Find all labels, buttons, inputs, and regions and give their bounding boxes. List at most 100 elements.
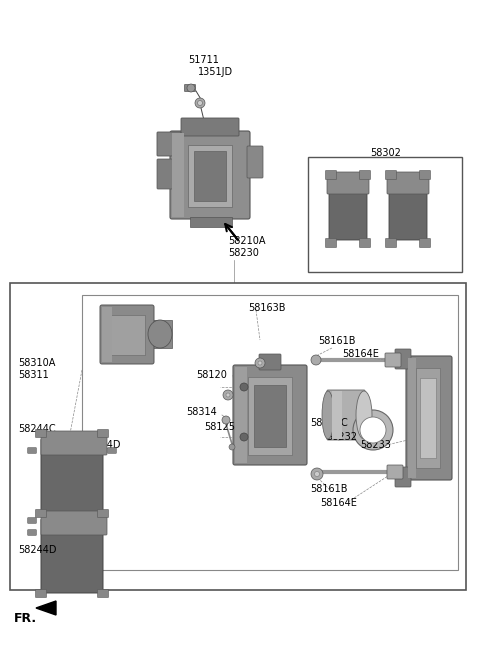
Circle shape xyxy=(187,84,195,92)
Text: 58311: 58311 xyxy=(18,370,49,380)
FancyBboxPatch shape xyxy=(385,238,396,248)
FancyBboxPatch shape xyxy=(360,171,371,179)
Bar xyxy=(235,367,247,463)
Circle shape xyxy=(360,417,386,443)
Polygon shape xyxy=(36,601,56,615)
Bar xyxy=(194,151,226,201)
FancyBboxPatch shape xyxy=(247,146,263,178)
Text: 58120: 58120 xyxy=(196,370,227,380)
Circle shape xyxy=(195,98,205,108)
Text: 58161B: 58161B xyxy=(318,336,356,346)
Text: 58230: 58230 xyxy=(228,248,259,258)
FancyBboxPatch shape xyxy=(170,131,250,219)
FancyBboxPatch shape xyxy=(395,467,411,487)
Circle shape xyxy=(240,433,248,441)
Circle shape xyxy=(255,358,265,368)
Bar xyxy=(10,283,466,590)
FancyBboxPatch shape xyxy=(385,171,396,179)
FancyBboxPatch shape xyxy=(28,530,36,535)
FancyBboxPatch shape xyxy=(385,353,401,367)
FancyBboxPatch shape xyxy=(329,178,367,240)
Text: 58244D: 58244D xyxy=(82,440,120,450)
FancyBboxPatch shape xyxy=(327,390,365,440)
FancyBboxPatch shape xyxy=(259,354,281,370)
Bar xyxy=(254,385,286,447)
FancyBboxPatch shape xyxy=(41,439,103,513)
Bar xyxy=(172,133,184,217)
Bar xyxy=(102,307,112,362)
Bar xyxy=(420,378,436,458)
Circle shape xyxy=(223,390,233,400)
Text: FR.: FR. xyxy=(14,612,37,625)
Text: 58232: 58232 xyxy=(326,432,357,442)
Bar xyxy=(110,315,145,355)
Text: 58310A: 58310A xyxy=(18,358,55,368)
Circle shape xyxy=(197,101,203,106)
Text: 58244D: 58244D xyxy=(18,545,57,555)
FancyBboxPatch shape xyxy=(389,178,427,240)
Text: 58244C: 58244C xyxy=(18,424,56,434)
Ellipse shape xyxy=(356,391,372,439)
Circle shape xyxy=(311,468,323,480)
Text: 58233: 58233 xyxy=(360,440,391,450)
Bar xyxy=(188,145,232,207)
Circle shape xyxy=(311,355,321,365)
FancyBboxPatch shape xyxy=(325,171,336,179)
Bar xyxy=(416,368,440,468)
FancyBboxPatch shape xyxy=(387,465,403,479)
Text: 58302: 58302 xyxy=(370,148,401,158)
FancyBboxPatch shape xyxy=(36,509,47,518)
FancyBboxPatch shape xyxy=(360,238,371,248)
Bar xyxy=(332,391,342,439)
Bar xyxy=(148,320,172,348)
Bar xyxy=(190,217,232,227)
Text: 58164E: 58164E xyxy=(320,498,357,508)
FancyBboxPatch shape xyxy=(97,430,108,438)
Ellipse shape xyxy=(148,320,172,348)
FancyBboxPatch shape xyxy=(41,511,107,535)
FancyBboxPatch shape xyxy=(28,447,36,453)
FancyBboxPatch shape xyxy=(387,172,429,194)
FancyBboxPatch shape xyxy=(36,589,47,597)
FancyBboxPatch shape xyxy=(41,431,107,455)
Bar xyxy=(248,377,292,455)
FancyBboxPatch shape xyxy=(233,365,307,465)
Circle shape xyxy=(353,410,393,450)
FancyBboxPatch shape xyxy=(395,349,411,369)
FancyBboxPatch shape xyxy=(36,430,47,438)
FancyBboxPatch shape xyxy=(97,589,108,597)
Ellipse shape xyxy=(322,391,334,439)
FancyBboxPatch shape xyxy=(157,159,175,189)
Text: 58244C: 58244C xyxy=(58,520,96,530)
Text: 51711: 51711 xyxy=(188,55,219,65)
Circle shape xyxy=(222,416,230,424)
FancyBboxPatch shape xyxy=(41,519,103,593)
FancyBboxPatch shape xyxy=(420,238,431,248)
FancyBboxPatch shape xyxy=(184,85,195,91)
Text: 58161B: 58161B xyxy=(310,484,348,494)
Bar xyxy=(408,358,416,478)
Text: 58164E: 58164E xyxy=(342,349,379,359)
Circle shape xyxy=(229,444,235,450)
Text: 1351JD: 1351JD xyxy=(198,67,233,77)
Bar xyxy=(82,295,458,570)
Bar xyxy=(308,157,462,272)
Circle shape xyxy=(314,472,320,476)
FancyBboxPatch shape xyxy=(100,305,154,364)
Circle shape xyxy=(226,393,230,397)
Text: 58125: 58125 xyxy=(204,422,235,432)
FancyBboxPatch shape xyxy=(97,509,108,518)
FancyBboxPatch shape xyxy=(420,171,431,179)
Text: 58163B: 58163B xyxy=(248,303,286,313)
Text: 58210A: 58210A xyxy=(228,236,265,246)
FancyBboxPatch shape xyxy=(181,118,239,136)
Text: 58235C: 58235C xyxy=(310,418,348,428)
FancyBboxPatch shape xyxy=(108,447,116,453)
FancyBboxPatch shape xyxy=(406,356,452,480)
Circle shape xyxy=(240,383,248,391)
FancyBboxPatch shape xyxy=(327,172,369,194)
FancyBboxPatch shape xyxy=(325,238,336,248)
FancyBboxPatch shape xyxy=(28,518,36,523)
Text: 58314: 58314 xyxy=(186,407,217,417)
Circle shape xyxy=(258,361,262,365)
